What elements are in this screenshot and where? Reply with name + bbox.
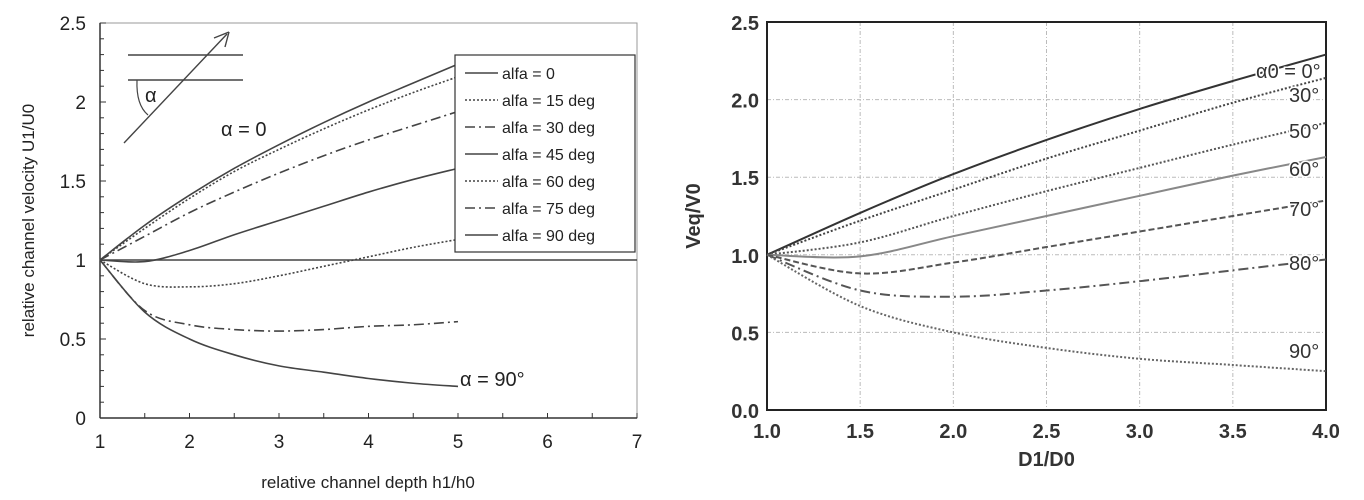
series-line-3 xyxy=(766,156,1327,259)
x-tick-label: 1.5 xyxy=(846,421,874,443)
y-tick-label: 1.5 xyxy=(731,168,759,190)
x-tick-label: 1 xyxy=(95,432,106,453)
y-tick-label: 0.0 xyxy=(731,401,759,423)
x-tick-label: 4.0 xyxy=(1312,421,1340,443)
legend-label: alfa = 0 xyxy=(502,66,555,83)
x-axis-label: D1/D0 xyxy=(1018,449,1075,471)
curve-label: 90° xyxy=(1289,341,1319,363)
y-tick-label: 2.5 xyxy=(60,14,86,35)
series-line-2 xyxy=(99,110,459,261)
annotation-alpha-0: α = 0 xyxy=(221,119,266,141)
curve-label: 50° xyxy=(1289,121,1319,143)
y-tick-label: 2 xyxy=(75,93,86,114)
series-line-0 xyxy=(766,53,1327,256)
series-line-6 xyxy=(99,259,459,388)
legend-label: alfa = 30 deg xyxy=(502,120,595,137)
inset-alpha-label: α xyxy=(145,85,157,107)
x-tick-label: 3.5 xyxy=(1219,421,1247,443)
y-tick-label: 1.5 xyxy=(60,172,86,193)
legend-label: alfa = 90 deg xyxy=(502,228,595,245)
x-tick-label: 3.0 xyxy=(1126,421,1154,443)
y-tick-label: 1.0 xyxy=(731,246,759,268)
legend-label: alfa = 45 deg xyxy=(502,147,595,164)
left-chart: 0 0.5 1 1.5 2 2.5 1 2 3 4 5 6 7 relative channel dept… xyxy=(19,14,642,492)
curve-label: α0 = 0° xyxy=(1256,61,1321,83)
legend-label: alfa = 15 deg xyxy=(502,93,595,110)
y-axis-label: relative channel velocity U1/U0 xyxy=(19,104,38,337)
x-axis-label: relative channel depth h1/h0 xyxy=(261,473,475,492)
curve-label: 60° xyxy=(1289,159,1319,181)
series-line-5 xyxy=(99,259,459,332)
x-tick-label: 2 xyxy=(184,432,195,453)
series-line-5 xyxy=(766,253,1327,298)
x-tick-label: 2.0 xyxy=(939,421,967,443)
y-tick-label: 0 xyxy=(75,409,86,430)
inset-arrow-shaft xyxy=(123,33,228,144)
y-tick-label: 1 xyxy=(75,251,86,272)
y-tick-label: 2.5 xyxy=(731,13,759,35)
inset-angle-arc xyxy=(136,79,149,116)
y-tick-label: 0.5 xyxy=(731,323,759,345)
arrow-head-icon xyxy=(213,31,230,48)
x-tick-label: 3 xyxy=(274,432,285,453)
legend-label: alfa = 75 deg xyxy=(502,201,595,218)
y-tick-label: 2.0 xyxy=(731,91,759,113)
annotation-alpha-90: α = 90° xyxy=(460,369,525,391)
curve-label: 70° xyxy=(1289,199,1319,221)
series-line-3 xyxy=(99,167,459,263)
x-tick-label: 2.5 xyxy=(1033,421,1061,443)
curve-label: 80° xyxy=(1289,253,1319,275)
x-tick-label: 1.0 xyxy=(753,421,781,443)
y-axis-label: Veq/V0 xyxy=(683,183,705,249)
curve-label: 30° xyxy=(1289,85,1319,107)
x-tick-label: 6 xyxy=(542,432,553,453)
x-tick-label: 5 xyxy=(453,432,464,453)
plot-frame xyxy=(766,21,1327,411)
legend-label: alfa = 60 deg xyxy=(502,174,595,191)
y-tick-label: 0.5 xyxy=(60,330,86,351)
x-tick-label: 4 xyxy=(363,432,374,453)
series-line-0 xyxy=(99,63,459,261)
x-tick-label: 7 xyxy=(632,432,643,453)
series-line-4 xyxy=(766,199,1327,275)
right-chart: 1.0 1.5 2.0 2.5 3.0 3.5 4.0 0.0 0.5 1.0 1.5 2.0 2.5 D… xyxy=(683,13,1340,471)
series-line-4 xyxy=(99,238,459,288)
series-line-6 xyxy=(766,253,1327,373)
